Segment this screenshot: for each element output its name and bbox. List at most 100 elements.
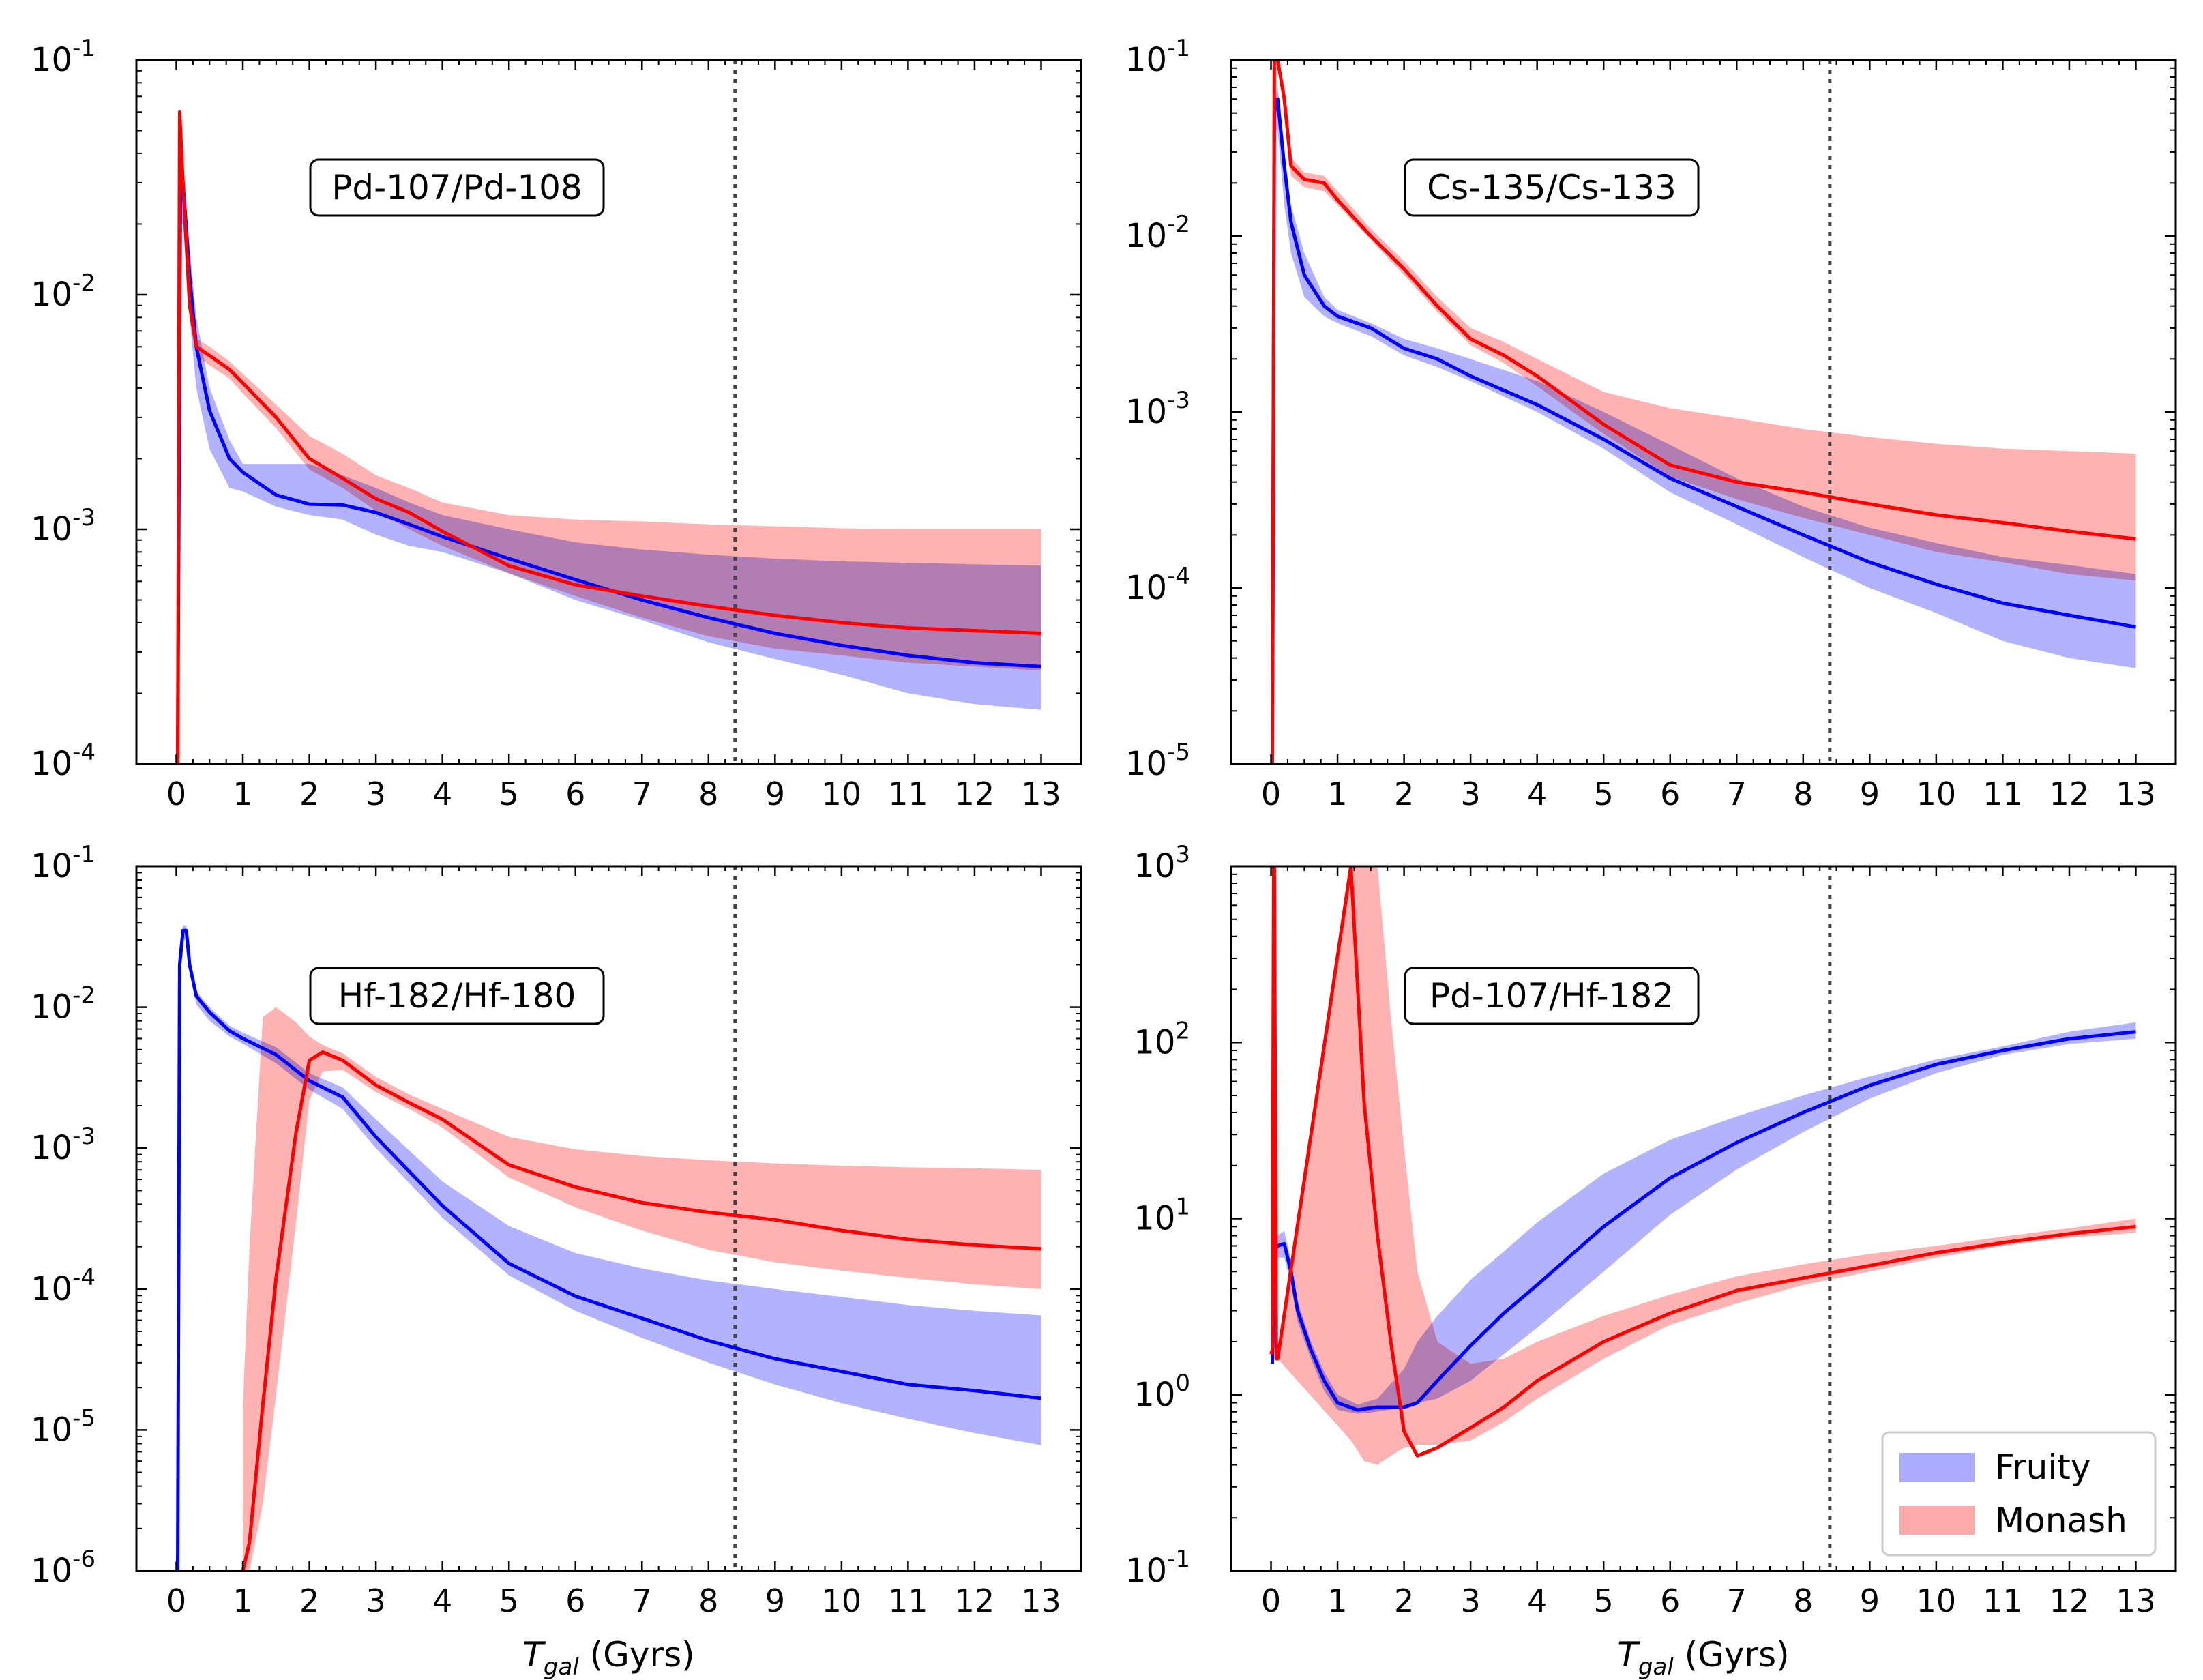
x-tick-label: 9 [765, 1582, 785, 1619]
x-tick-label: 12 [955, 1582, 995, 1619]
y-tick-base: 10 [31, 1552, 72, 1590]
y-tick-exponent: -2 [1167, 211, 1190, 238]
legend-label-fruity: Fruity [1995, 1447, 2090, 1487]
x-axis-label-sub: gal [544, 1653, 579, 1680]
y-tick-exponent: 0 [1175, 1370, 1190, 1397]
x-tick-label: 9 [1860, 776, 1880, 812]
y-tick-exponent: -1 [72, 35, 95, 62]
y-tick-label: 101 [1134, 1194, 1190, 1238]
x-tick-label: 9 [1860, 1582, 1880, 1619]
legend: Fruity Monash [1881, 1431, 2157, 1557]
ratio-label-box [1404, 967, 1700, 1025]
y-tick-label: 100 [1134, 1370, 1190, 1414]
y-tick-base: 10 [1125, 217, 1167, 255]
band-monash [243, 1007, 1041, 1571]
legend-label-monash: Monash [1995, 1501, 2127, 1540]
y-tick-exponent: -3 [72, 1123, 95, 1150]
y-tick-label: 10-1 [1125, 1546, 1190, 1590]
x-tick-label: 2 [1394, 776, 1414, 812]
y-tick-label: 10-6 [31, 1546, 95, 1590]
axes-frame [1230, 59, 2177, 765]
x-tick-label: 6 [1660, 776, 1680, 812]
y-tick-label: 10-1 [31, 841, 95, 885]
y-tick-exponent: -5 [72, 1404, 95, 1432]
y-tick-label: 103 [1134, 841, 1190, 885]
x-tick-label: 1 [233, 776, 252, 812]
panel-3: 0 1 2 3 4 5 6 7 8 9 10 11 12 1310-610-510-410-310-210… [31, 841, 1082, 1680]
y-tick-base: 10 [1134, 1023, 1175, 1061]
x-tick-label: 2 [299, 776, 319, 812]
ratio-label: Pd-107/Pd-108 [331, 168, 582, 207]
y-tick-label: 10-5 [31, 1404, 95, 1449]
x-tick-label: 0 [166, 776, 186, 812]
y-tick-base: 10 [1125, 569, 1167, 607]
x-tick-label: 3 [366, 1582, 385, 1619]
x-tick-label: 5 [1594, 776, 1614, 812]
x-tick-label: 3 [1460, 776, 1480, 812]
x-tick-label: 8 [1793, 776, 1813, 812]
ratio-label-box [1404, 158, 1700, 217]
y-tick-exponent: -6 [72, 1546, 95, 1573]
y-tick-exponent: -2 [72, 982, 95, 1010]
x-tick-label: 1 [233, 1582, 252, 1619]
band-fruity [1271, 87, 2136, 764]
series-line-fruity [1271, 1030, 2136, 1412]
band-monash [176, 104, 1041, 764]
plot-area [176, 866, 1041, 1571]
x-tick-label: 8 [698, 776, 718, 812]
y-tick-label: 10-3 [1125, 387, 1190, 431]
y-tick-exponent: -2 [72, 269, 95, 297]
y-tick-base: 10 [31, 41, 72, 79]
x-tick-label: 12 [2050, 776, 2090, 812]
x-tick-label: 13 [2116, 1582, 2156, 1619]
x-tick-label: 1 [1327, 776, 1347, 812]
x-axis-label-unit: (Gyrs) [579, 1635, 695, 1675]
x-tick-label: 5 [499, 776, 519, 812]
y-tick-base: 10 [31, 276, 72, 314]
x-tick-label: 7 [1727, 776, 1747, 812]
x-tick-label: 4 [432, 776, 452, 812]
y-tick-label: 10-4 [31, 739, 95, 783]
series-line-fruity [1271, 97, 2136, 764]
y-tick-label: 10-5 [1125, 739, 1190, 783]
x-tick-label: 10 [1917, 776, 1957, 812]
series-line-monash [1271, 60, 2136, 764]
band-fruity [1272, 1022, 2136, 1414]
x-tick-label: 3 [1460, 1582, 1480, 1619]
y-tick-label: 10-2 [31, 982, 95, 1027]
x-tick-label: 11 [888, 776, 928, 812]
y-tick-base: 10 [1125, 1552, 1167, 1590]
x-axis-label-sub: gal [1638, 1653, 1674, 1680]
x-tick-label: 2 [299, 1582, 319, 1619]
series-line-monash [176, 110, 1041, 764]
legend-swatch-monash [1899, 1506, 1975, 1535]
y-tick-label: 10-3 [31, 1123, 95, 1167]
x-axis-label-var: T [522, 1635, 546, 1675]
y-tick-base: 10 [1134, 1200, 1175, 1238]
x-tick-label: 13 [2116, 776, 2156, 812]
x-tick-label: 2 [1394, 1582, 1414, 1619]
y-tick-label: 10-3 [31, 504, 95, 548]
x-tick-label: 7 [632, 776, 652, 812]
y-tick-exponent: -5 [1167, 739, 1190, 766]
x-tick-label: 10 [1917, 1582, 1957, 1619]
x-tick-label: 1 [1327, 1582, 1347, 1619]
y-tick-base: 10 [31, 745, 72, 783]
panel-2: 0 1 2 3 4 5 6 7 8 9 10 11 12 1310-510-410-310-210-1Cs… [1125, 35, 2177, 812]
y-tick-base: 10 [31, 1129, 72, 1167]
ratio-label-box [309, 967, 605, 1025]
plot-area [1271, 60, 2136, 764]
y-tick-exponent: -4 [72, 1264, 95, 1291]
y-tick-base: 10 [31, 1411, 72, 1449]
ratio-label-box [309, 158, 605, 217]
x-tick-label: 10 [822, 776, 862, 812]
y-tick-base: 10 [1125, 41, 1167, 79]
panel-4: 0 1 2 3 4 5 6 7 8 9 10 11 12 1310-1100101102103Pd-107… [1125, 841, 2177, 1680]
y-tick-exponent: -3 [72, 504, 95, 531]
ratio-label: Pd-107/Hf-182 [1430, 976, 1674, 1016]
x-tick-label: 7 [1727, 1582, 1747, 1619]
band-monash [1271, 866, 2136, 1465]
x-tick-label: 13 [1021, 1582, 1061, 1619]
ratio-label: Cs-135/Cs-133 [1427, 168, 1676, 207]
